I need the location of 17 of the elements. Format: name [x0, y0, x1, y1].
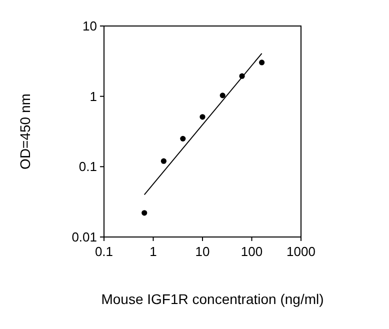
point: [160, 158, 166, 164]
y-tick-label: 10: [82, 18, 97, 34]
x-tick-label: 0.1: [94, 244, 114, 259]
x-tick-label: 10: [195, 244, 210, 259]
y-tick-label: 0.1: [78, 159, 97, 174]
point: [259, 60, 265, 66]
y-axis-title: OD=450 nm: [17, 94, 33, 170]
x-axis-title: Mouse IGF1R concentration (ng/ml): [101, 291, 324, 307]
y-tick-label: 1: [90, 88, 97, 104]
y-tick-label: 0.01: [72, 230, 97, 244]
x-tick-label: 1000: [286, 244, 316, 259]
point: [142, 210, 148, 216]
x-tick-label: 100: [240, 244, 263, 259]
point: [200, 114, 206, 120]
point: [220, 92, 226, 98]
point: [180, 136, 186, 142]
x-tick-label: 1: [150, 244, 157, 259]
